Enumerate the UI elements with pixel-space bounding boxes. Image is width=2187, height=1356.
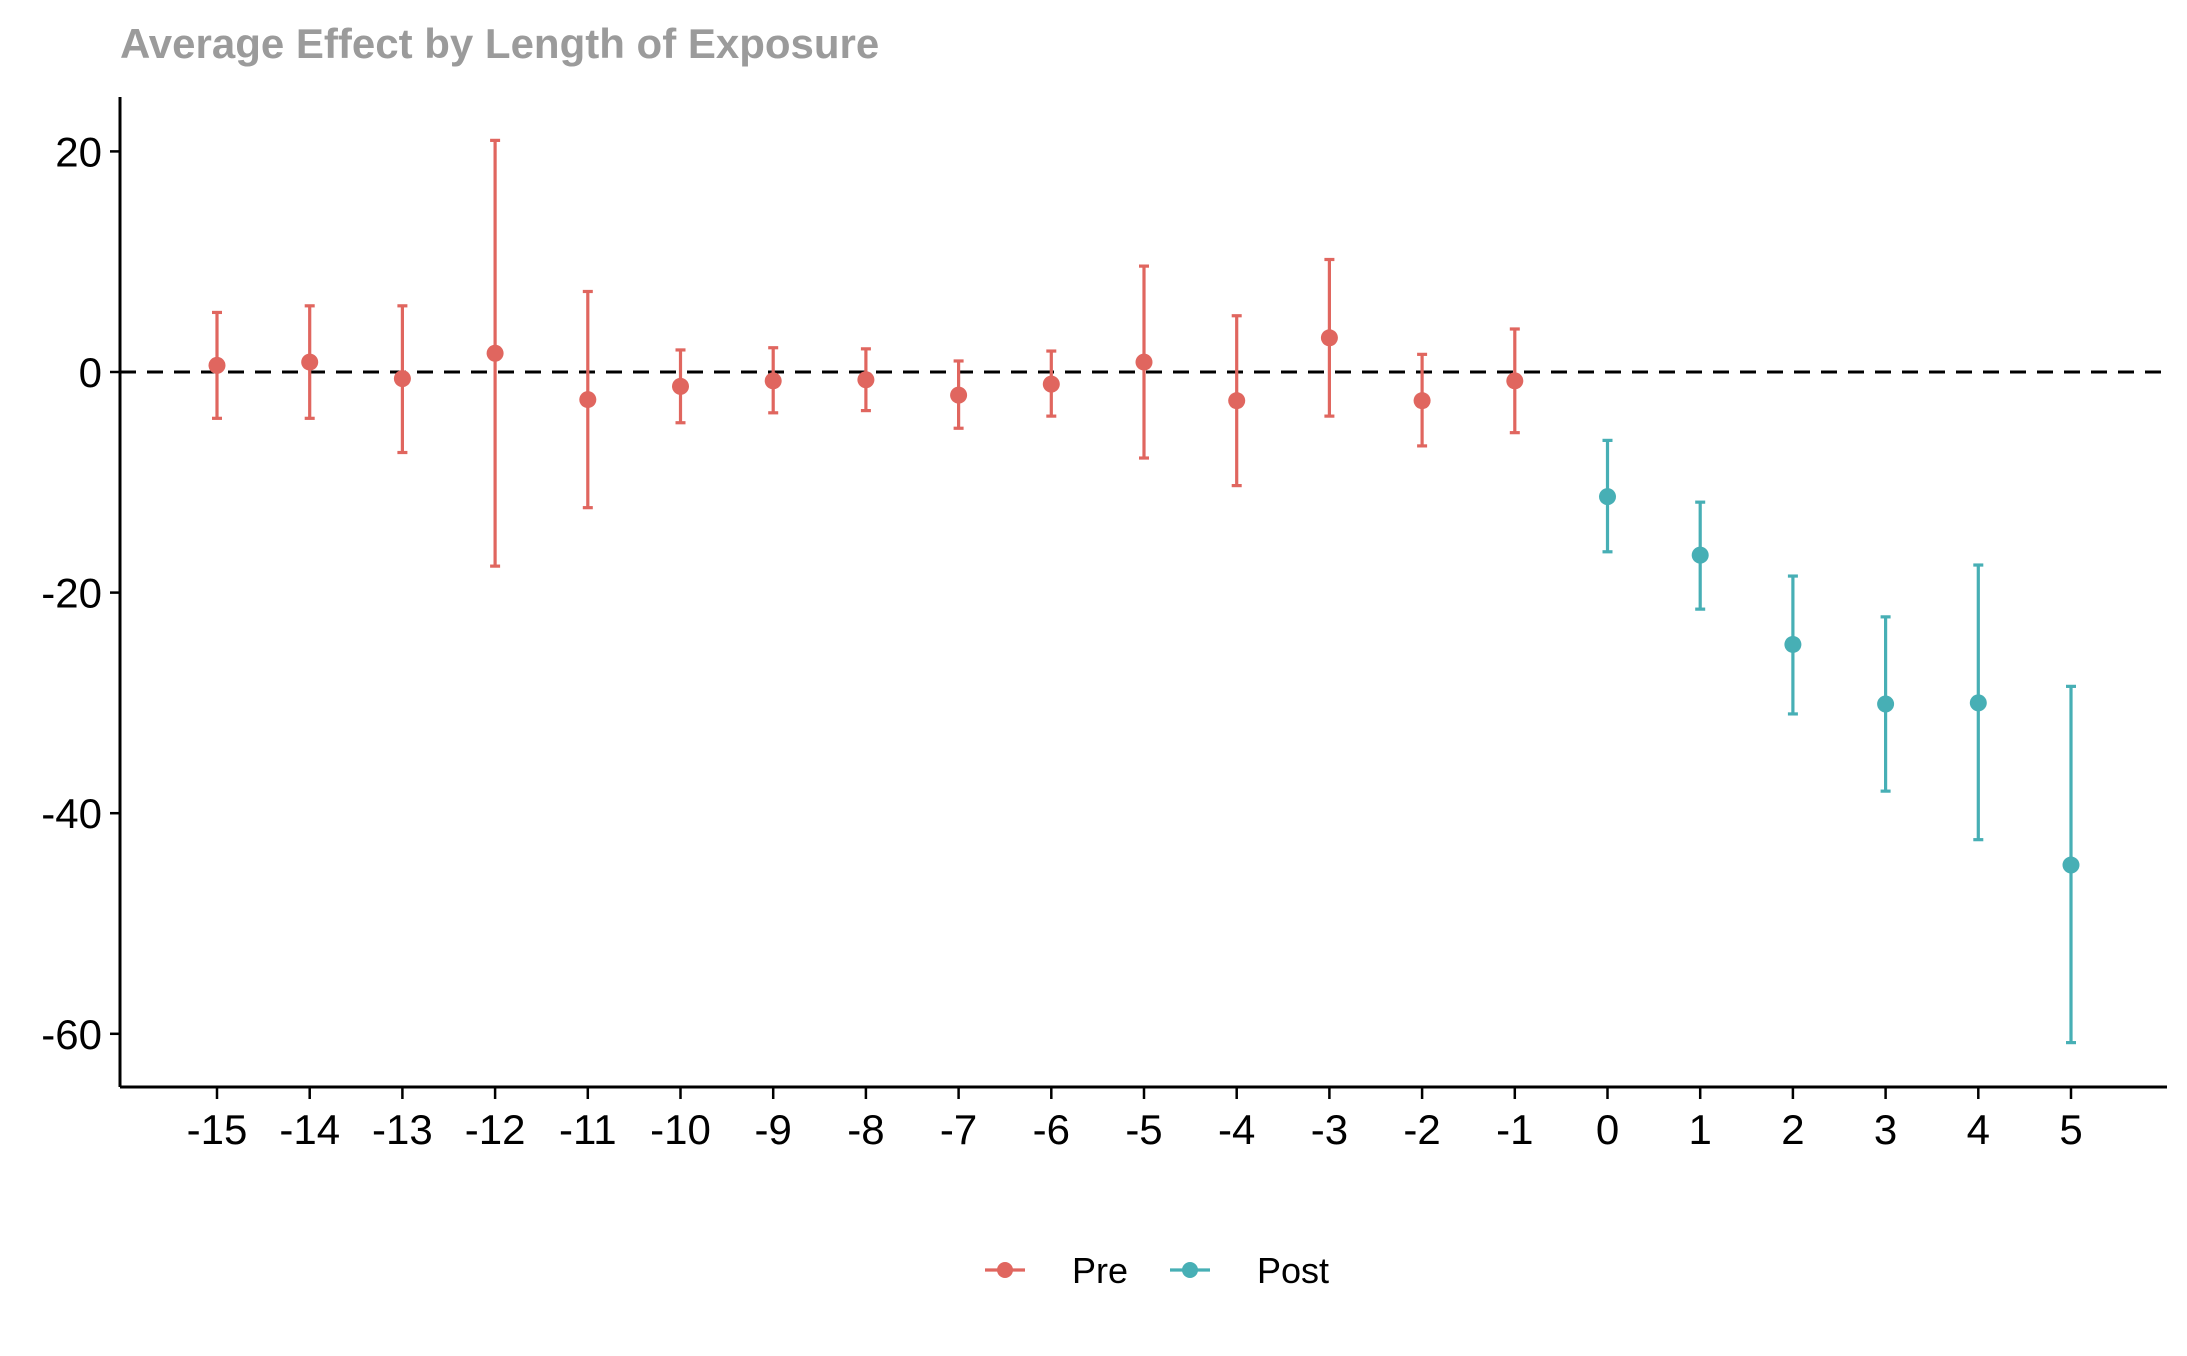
x-tick-label: -15: [187, 1106, 248, 1153]
x-tick-label: 4: [1967, 1106, 1990, 1153]
x-tick-label: 1: [1689, 1106, 1712, 1153]
legend-label-pre: Pre: [1072, 1250, 1128, 1291]
pre-point: [1320, 329, 1338, 347]
pre-point: [764, 372, 782, 390]
x-tick-label: 0: [1596, 1106, 1619, 1153]
post-point: [1599, 488, 1616, 506]
x-tick-label: -4: [1218, 1106, 1255, 1153]
x-tick-label: -5: [1125, 1106, 1162, 1153]
pre-point: [301, 353, 319, 371]
x-tick-label: -13: [372, 1106, 433, 1153]
legend-item-post: Post: [1170, 1250, 1329, 1291]
pre-point: [1228, 392, 1246, 410]
legend-item-pre: Pre: [985, 1250, 1128, 1291]
legend: Pre Post: [985, 1250, 1329, 1291]
x-tick-label: 2: [1781, 1106, 1804, 1153]
x-tick-label: -3: [1311, 1106, 1348, 1153]
post-point: [1877, 695, 1895, 713]
x-tick-label: -8: [847, 1106, 884, 1153]
x-tick-label: -6: [1033, 1106, 1070, 1153]
y-tick-label: 20: [55, 128, 102, 175]
x-tick-label: -10: [650, 1106, 711, 1153]
x-tick-label: -2: [1403, 1106, 1440, 1153]
x-tick-label: -12: [465, 1106, 526, 1153]
y-tick-label: 0: [79, 349, 102, 396]
pre-point: [579, 391, 597, 409]
pre-point: [1506, 372, 1524, 390]
pre-point: [1042, 375, 1060, 393]
post-point: [1691, 546, 1709, 564]
post-point: [1969, 694, 1987, 712]
y-tick-label: -20: [41, 570, 102, 617]
legend-key-point: [1182, 1262, 1198, 1278]
x-tick-label: -14: [279, 1106, 340, 1153]
legend-key-point: [997, 1262, 1013, 1278]
post-point: [2062, 856, 2080, 874]
y-tick-label: -60: [41, 1011, 102, 1058]
pre-point: [1135, 353, 1153, 371]
x-tick-label: -9: [755, 1106, 792, 1153]
chart-title: Average Effect by Length of Exposure: [120, 20, 879, 67]
pre-point: [393, 370, 411, 388]
y-tick-label: -40: [41, 790, 102, 837]
pre-point: [486, 344, 504, 362]
x-tick-label: 5: [2059, 1106, 2082, 1153]
pre-point: [1413, 392, 1431, 410]
pre-point: [672, 377, 689, 395]
x-tick-label: -7: [940, 1106, 977, 1153]
pre-point: [950, 386, 968, 404]
pre-point: [857, 371, 875, 389]
pre-point: [208, 356, 226, 374]
x-tick-label: -11: [559, 1106, 617, 1153]
x-tick-label: 3: [1874, 1106, 1897, 1153]
legend-label-post: Post: [1257, 1250, 1329, 1291]
post-point: [1784, 635, 1802, 653]
x-tick-label: -1: [1496, 1106, 1533, 1153]
